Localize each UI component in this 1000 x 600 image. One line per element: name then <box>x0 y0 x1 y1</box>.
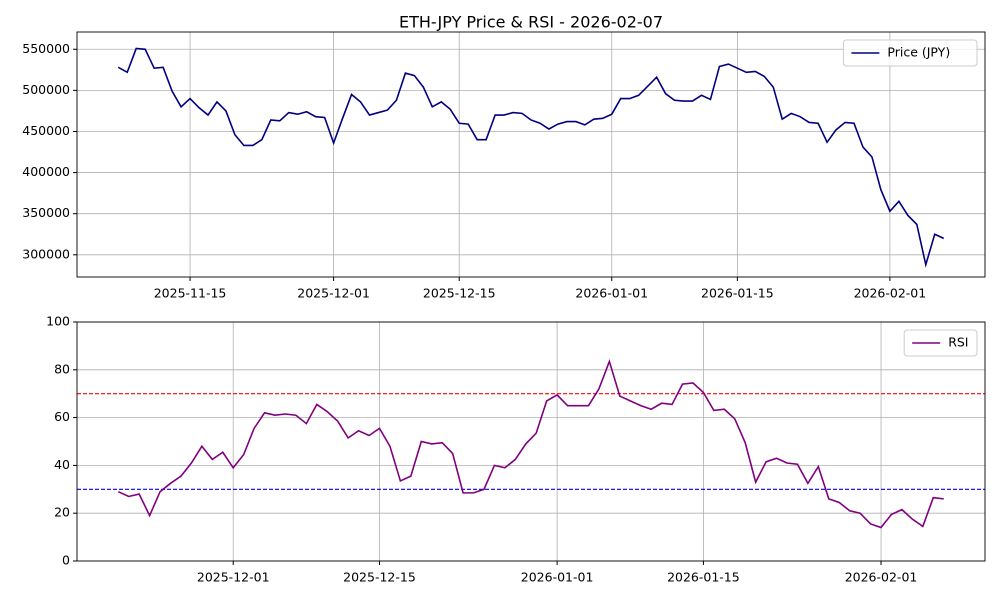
plot-frame <box>76 321 986 562</box>
x-tick-label: 2026-01-01 <box>521 570 594 585</box>
y-tick-label: 350000 <box>22 205 70 220</box>
y-tick-label: 40 <box>54 457 70 472</box>
x-tick-label: 2025-12-15 <box>343 570 416 585</box>
y-tick-label: 100 <box>46 314 70 329</box>
y-tick-label: 80 <box>54 361 70 376</box>
x-tick-label: 2026-02-01 <box>845 570 918 585</box>
x-tick-label: 2026-01-15 <box>667 570 740 585</box>
plot-frame <box>76 31 986 278</box>
y-tick-label: 60 <box>54 409 70 424</box>
legend: RSI <box>903 329 978 357</box>
x-tick-label: 2025-11-15 <box>154 286 227 301</box>
legend-box <box>903 329 978 357</box>
plot-area <box>77 32 985 277</box>
x-tick-label: 2025-12-01 <box>197 570 270 585</box>
chart-title: ETH-JPY Price & RSI - 2026-02-07 <box>399 13 663 32</box>
legend-label: RSI <box>948 335 968 350</box>
y-tick-label: 550000 <box>22 41 70 56</box>
y-tick-label: 300000 <box>22 246 70 261</box>
x-tick-label: 2026-01-15 <box>701 286 774 301</box>
x-tick-label: 2025-12-15 <box>423 286 496 301</box>
price-line <box>117 47 945 268</box>
legend-label: Price (JPY) <box>887 45 950 60</box>
legend-box <box>842 39 978 67</box>
x-tick-label: 2026-02-01 <box>854 286 927 301</box>
y-tick-label: 20 <box>54 505 70 520</box>
y-tick-label: 400000 <box>22 164 70 179</box>
x-tick-label: 2026-01-01 <box>575 286 648 301</box>
y-tick-label: 0 <box>62 553 70 568</box>
legend: Price (JPY) <box>842 39 978 67</box>
y-tick-label: 500000 <box>22 82 70 97</box>
plot-area <box>77 322 985 561</box>
y-tick-label: 450000 <box>22 123 70 138</box>
price-line <box>117 358 944 529</box>
x-tick-label: 2025-12-01 <box>297 286 370 301</box>
